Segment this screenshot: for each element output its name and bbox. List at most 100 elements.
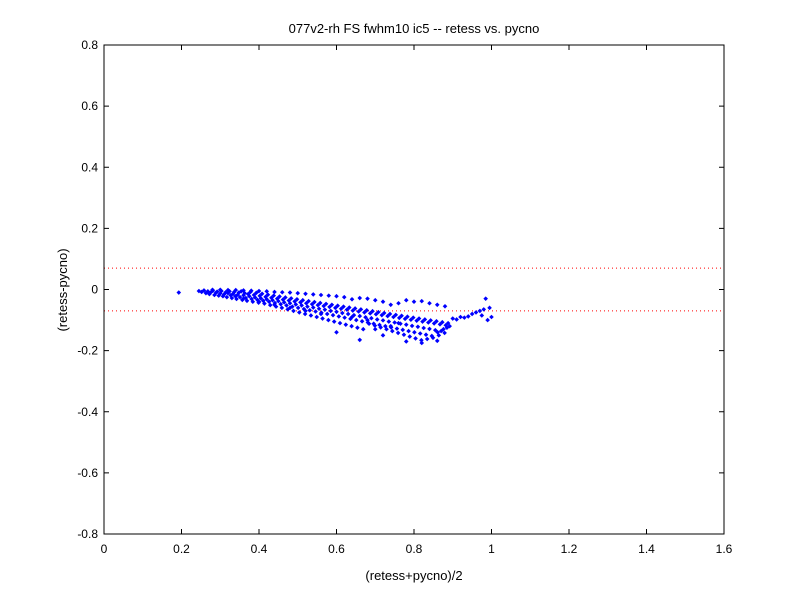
data-point [412,329,417,335]
data-point [395,330,401,336]
data-point [248,288,254,294]
data-point [328,308,333,314]
data-point [388,323,394,329]
data-point [473,310,479,315]
data-point [369,315,374,321]
data-point [359,318,365,324]
data-point [233,287,239,293]
data-point [365,317,370,323]
data-point [450,316,456,321]
x-tick-label: 0.4 [251,542,268,556]
data-point [213,290,219,296]
data-point [343,322,349,327]
data-point [291,308,296,314]
data-point [258,296,264,301]
data-point [274,296,280,301]
axis-ticks: 0 0.2 0.4 0.6 0.8 1 1.2 1.4 1.6 0.8 0.6 0.4 0.2 0 -0.2… [77,38,732,556]
data-point [434,318,439,324]
data-point [327,304,332,310]
data-point [372,326,378,332]
data-point [256,288,262,294]
data-point [269,295,274,301]
x-tick-label: 1.6 [716,542,733,556]
data-point [481,307,487,312]
data-point [223,289,228,295]
data-point [243,295,249,301]
data-point [355,325,360,331]
data-point [350,308,356,313]
data-point [238,289,244,294]
data-point [405,314,410,320]
data-point [427,300,432,306]
data-point [477,308,483,314]
data-point [176,290,182,295]
x-tick-label: 0.8 [406,542,423,556]
data-point [436,333,442,338]
data-point [403,297,409,303]
data-point [403,339,409,344]
data-point [379,312,385,318]
data-point [390,328,395,334]
data-point [326,317,331,323]
data-point [400,327,406,333]
data-point [229,295,235,301]
x-tick-label: 0 [101,542,108,556]
data-point [384,326,389,332]
y-tick-label: -0.4 [77,405,98,419]
data-point [297,310,302,315]
data-point [228,293,234,298]
data-point [345,311,351,317]
data-point [357,337,363,343]
data-point [272,289,277,295]
data-point [489,314,494,320]
data-point [469,311,475,317]
data-point [437,322,443,327]
plot-area [104,45,724,534]
data-point [264,296,270,302]
data-point [281,300,287,305]
data-point [396,300,401,306]
data-point [399,313,404,319]
data-point [388,302,394,308]
data-point [411,299,417,305]
data-point [465,314,471,319]
data-point [356,309,361,314]
data-point [381,310,387,316]
data-point [307,307,313,313]
data-point [353,317,359,323]
data-point [442,304,448,309]
data-point [363,315,368,320]
data-point [322,307,328,312]
data-point [205,289,211,294]
data-point [342,315,347,320]
data-point [216,293,221,298]
data-point [237,294,243,300]
data-point [251,292,257,298]
data-point [372,323,378,328]
data-point [370,308,375,314]
data-point [227,289,232,294]
data-point [410,315,416,320]
data-point [351,312,357,318]
data-point [341,294,347,300]
axes-box [103,44,725,535]
data-point [241,296,246,301]
x-tick-label: 1.4 [638,542,655,556]
data-point [349,314,355,320]
data-point [247,293,252,299]
data-point [414,318,420,323]
data-point [334,293,339,299]
data-point [285,307,290,312]
data-point [324,311,330,317]
data-point [203,290,209,296]
data-point [286,298,292,303]
data-point [220,293,226,299]
data-point [262,301,267,306]
data-point [352,306,358,311]
data-point [454,317,459,322]
data-point [419,337,424,343]
data-point [431,321,437,326]
data-point [264,289,270,294]
data-point [408,317,414,323]
